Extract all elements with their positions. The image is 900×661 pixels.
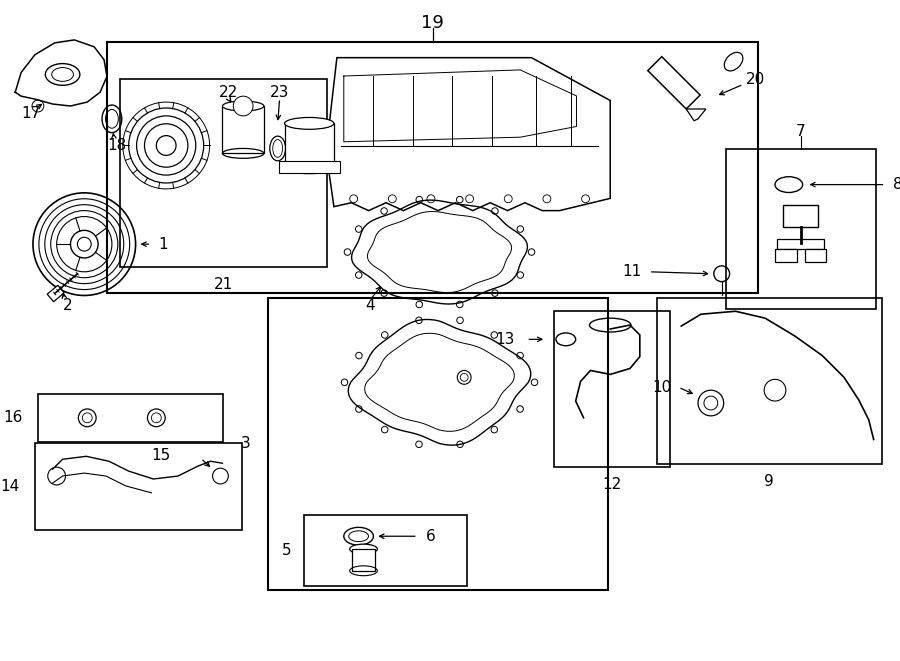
Bar xyxy=(120,79,327,267)
Text: 3: 3 xyxy=(241,436,251,451)
Text: 8: 8 xyxy=(893,177,900,192)
Ellipse shape xyxy=(724,52,742,71)
Bar xyxy=(657,298,882,464)
Text: 6: 6 xyxy=(426,529,436,544)
Text: 12: 12 xyxy=(603,477,622,492)
Ellipse shape xyxy=(222,101,264,111)
Text: 18: 18 xyxy=(107,138,127,153)
Text: 9: 9 xyxy=(764,475,774,489)
Bar xyxy=(554,311,670,467)
Bar xyxy=(648,57,700,109)
Ellipse shape xyxy=(284,118,334,130)
Text: 4: 4 xyxy=(365,298,375,313)
Bar xyxy=(352,549,375,570)
Bar xyxy=(783,205,818,227)
Bar xyxy=(284,124,334,168)
Bar xyxy=(777,239,824,249)
Bar xyxy=(805,249,826,262)
Bar xyxy=(107,42,758,293)
Text: 10: 10 xyxy=(652,379,671,395)
Text: 5: 5 xyxy=(282,543,292,557)
Circle shape xyxy=(233,96,253,116)
Bar xyxy=(304,514,467,586)
Bar xyxy=(47,286,64,301)
Bar xyxy=(35,444,242,530)
Text: 17: 17 xyxy=(22,106,40,122)
Bar xyxy=(222,106,264,153)
Text: 22: 22 xyxy=(219,85,238,100)
Text: 21: 21 xyxy=(214,277,233,292)
Bar xyxy=(268,298,608,590)
Text: 7: 7 xyxy=(796,124,806,139)
Ellipse shape xyxy=(350,544,377,554)
Polygon shape xyxy=(686,109,706,121)
Bar xyxy=(775,249,796,262)
Text: 20: 20 xyxy=(745,72,765,87)
Bar xyxy=(725,149,876,309)
Text: 23: 23 xyxy=(270,85,289,100)
Bar xyxy=(38,394,223,442)
Text: 2: 2 xyxy=(63,298,72,313)
Text: 11: 11 xyxy=(622,264,642,280)
Bar xyxy=(279,161,340,173)
Text: 1: 1 xyxy=(158,237,168,252)
Text: 13: 13 xyxy=(495,332,514,347)
Text: 19: 19 xyxy=(421,14,444,32)
Text: 14: 14 xyxy=(1,479,20,494)
Text: 15: 15 xyxy=(151,447,171,463)
Text: 16: 16 xyxy=(4,410,23,425)
